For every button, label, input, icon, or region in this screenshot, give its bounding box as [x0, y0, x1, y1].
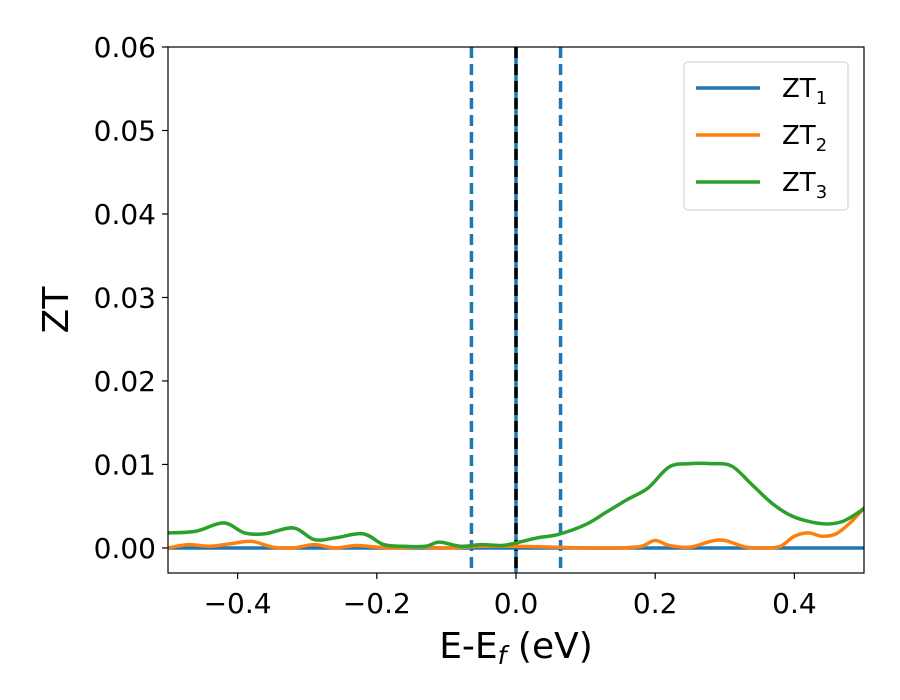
legend-box	[683, 61, 849, 211]
x-tick-label: 0.4	[772, 587, 817, 620]
x-axis-ticks: −0.4 −0.2 0.0 0.2 0.4	[204, 573, 817, 620]
y-tick-label: 0.02	[94, 365, 156, 398]
legend-label-3: ZT3	[782, 168, 827, 203]
reference-lines	[469, 47, 563, 573]
legend-label-1: ZT1	[782, 74, 827, 109]
y-tick-label: 0.05	[94, 114, 156, 147]
y-tick-label: 0.06	[94, 31, 156, 64]
series-lines	[168, 461, 864, 550]
legend-label-2: ZT2	[782, 121, 827, 156]
x-tick-label: 0.0	[494, 587, 539, 620]
y-axis-label: ZT	[36, 286, 77, 334]
series-line-zt3	[168, 461, 864, 549]
series-line-zt2	[168, 506, 864, 550]
y-axis-ticks: 0.00 0.01 0.02 0.03 0.04 0.05 0.06	[94, 31, 168, 565]
y-tick-label: 0.03	[94, 281, 156, 314]
x-tick-label: −0.2	[343, 587, 411, 620]
x-tick-label: 0.2	[633, 587, 678, 620]
y-tick-label: 0.04	[94, 198, 156, 231]
y-tick-label: 0.00	[94, 532, 156, 565]
x-axis-label: E-Ef (eV)	[439, 626, 593, 670]
x-tick-label: −0.4	[204, 587, 272, 620]
y-tick-label: 0.01	[94, 448, 156, 481]
legend: ZT1 ZT2 ZT3	[683, 61, 849, 211]
